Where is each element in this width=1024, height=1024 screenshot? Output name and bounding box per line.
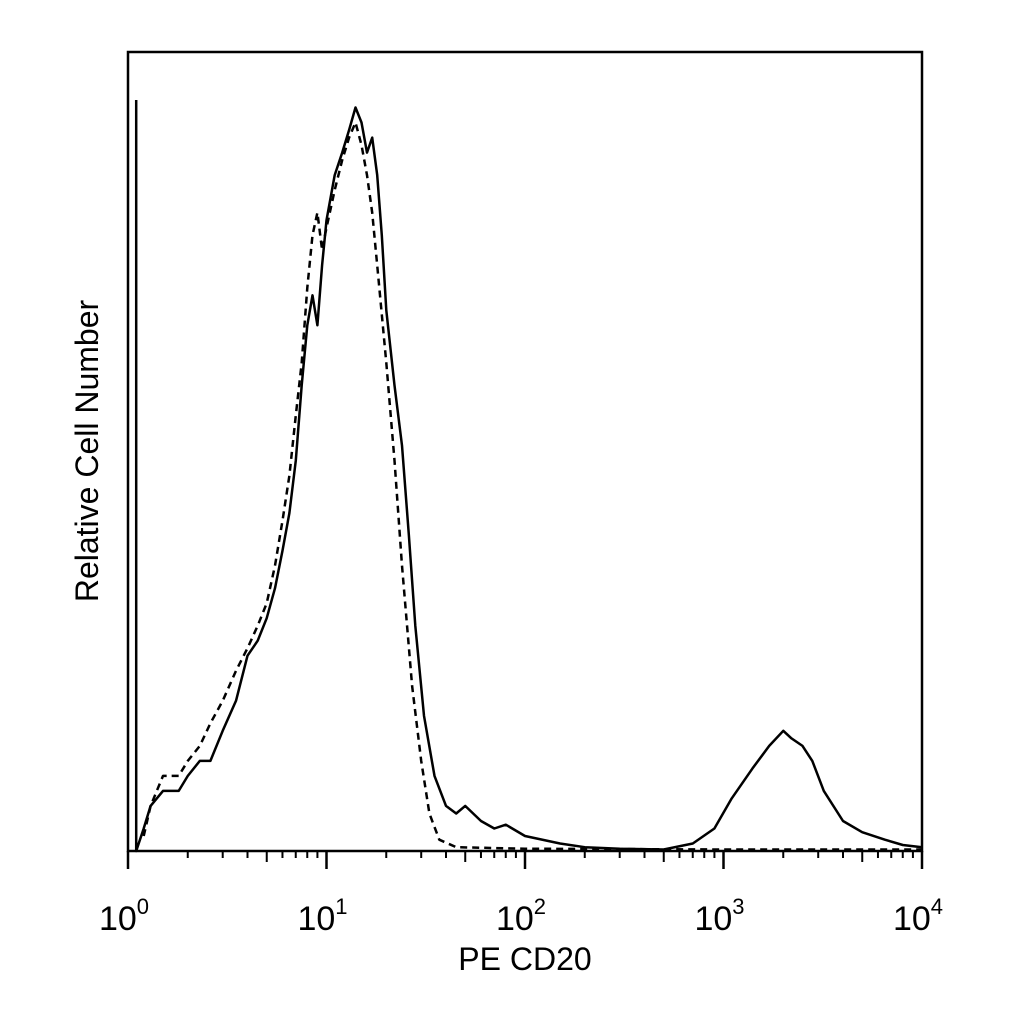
x-tick-label: 103 <box>694 894 744 938</box>
x-axis-tick-labels: 100 101 102 103 104 <box>99 894 943 938</box>
series-line-solid <box>134 100 923 853</box>
x-tick-label: 102 <box>496 894 546 938</box>
x-axis-ticks <box>126 851 924 869</box>
x-tick-label-base: 10 <box>496 900 534 938</box>
series-layer <box>134 100 923 853</box>
x-tick-label-exponent: 1 <box>335 894 347 919</box>
x-tick-label-base: 10 <box>99 900 137 938</box>
x-tick-label-base: 10 <box>893 900 931 938</box>
x-tick-label-exponent: 2 <box>534 894 546 919</box>
x-tick-label-exponent: 4 <box>931 894 943 919</box>
x-tick-label: 100 <box>99 894 149 938</box>
x-tick-label-base: 10 <box>694 900 732 938</box>
x-tick-label: 101 <box>297 894 347 938</box>
y-axis-label: Relative Cell Number <box>69 299 105 602</box>
x-axis-label: PE CD20 <box>458 941 591 977</box>
plot-frame <box>126 50 924 853</box>
x-tick-label: 104 <box>893 894 943 938</box>
series-line-dashed <box>142 121 922 851</box>
x-tick-label-base: 10 <box>297 900 335 938</box>
x-tick-label-exponent: 0 <box>137 894 149 919</box>
x-tick-label-exponent: 3 <box>732 894 744 919</box>
